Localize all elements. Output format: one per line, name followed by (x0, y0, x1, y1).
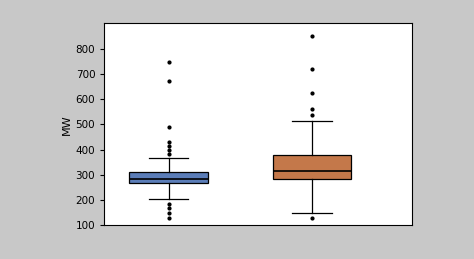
PathPatch shape (273, 155, 352, 179)
Y-axis label: MW: MW (62, 114, 72, 135)
PathPatch shape (129, 172, 208, 183)
